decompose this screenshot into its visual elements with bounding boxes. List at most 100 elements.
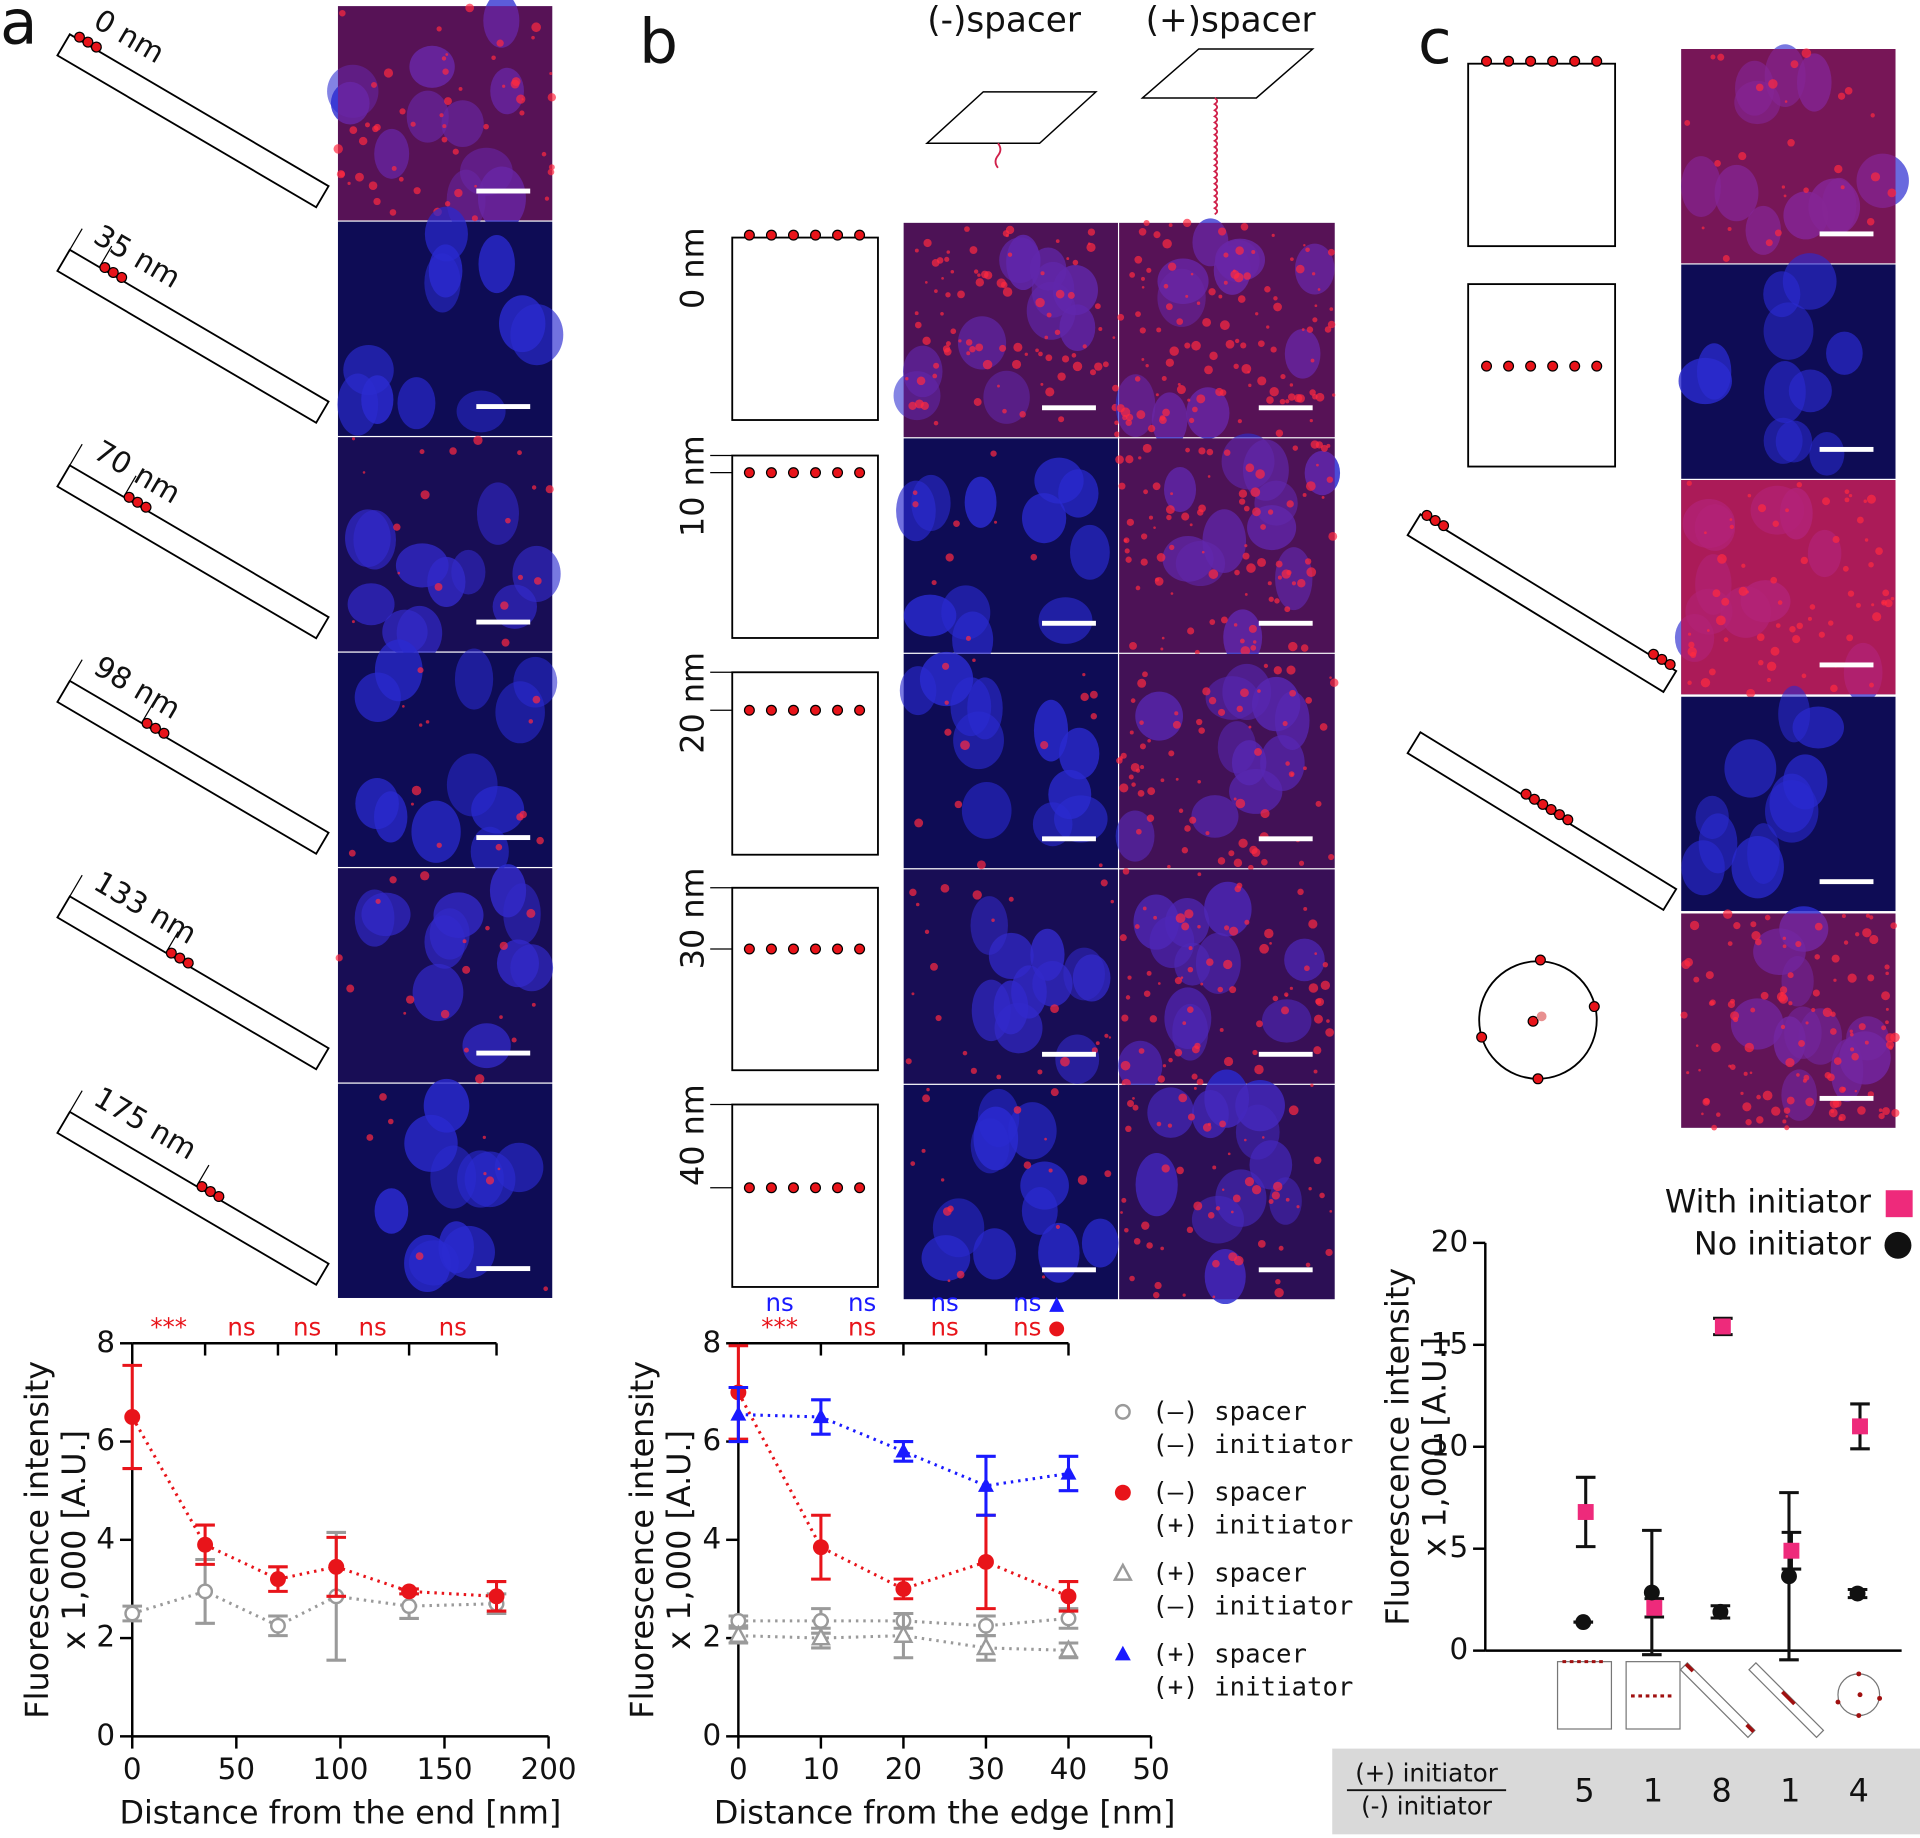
red-spot — [547, 93, 557, 102]
red-spot — [1777, 600, 1783, 605]
initiator-dot — [1525, 55, 1537, 67]
red-spot — [1126, 518, 1134, 526]
red-spot — [915, 902, 920, 907]
ratio-denominator: (-) initiator — [1361, 1791, 1493, 1820]
red-spot — [1286, 500, 1294, 508]
red-spot — [547, 168, 555, 176]
marker — [1714, 1318, 1731, 1335]
red-spot — [1824, 1071, 1832, 1079]
nucleus — [950, 677, 992, 737]
nucleus — [374, 128, 410, 179]
micrograph — [337, 639, 558, 877]
red-spot — [1140, 558, 1148, 566]
offset-line — [69, 874, 83, 897]
red-spot — [983, 271, 993, 280]
red-spot — [1772, 520, 1779, 527]
marker — [978, 1553, 994, 1570]
red-spot — [1241, 363, 1252, 374]
red-spot — [1114, 431, 1120, 438]
initiator-dot — [810, 1182, 822, 1194]
red-spot — [1266, 396, 1274, 404]
red-spot — [1205, 831, 1210, 836]
red-spot — [1169, 346, 1179, 356]
red-spot — [1733, 922, 1741, 930]
red-spot — [1310, 1083, 1314, 1087]
red-spot — [1756, 1094, 1761, 1100]
red-spot — [399, 108, 406, 115]
red-spot — [912, 501, 919, 508]
panel-letter: b — [639, 7, 678, 78]
micrograph — [903, 869, 1118, 1084]
red-spot — [1124, 1227, 1129, 1233]
red-spot — [419, 723, 423, 727]
nucleus — [1038, 1222, 1080, 1283]
red-spot — [485, 925, 490, 931]
rod — [1679, 1662, 1756, 1739]
nucleus — [973, 1228, 1017, 1280]
nucleus — [1164, 467, 1197, 513]
red-spot — [1129, 1275, 1135, 1282]
red-spot — [1094, 303, 1101, 310]
red-spot — [368, 181, 378, 190]
red-spot — [1115, 455, 1124, 464]
initiator-dot — [743, 704, 755, 716]
red-spot — [1867, 974, 1875, 982]
micrograph — [1118, 868, 1335, 1092]
red-spot — [1296, 1205, 1300, 1209]
red-spot — [1237, 419, 1242, 424]
red-spot — [1250, 487, 1261, 498]
red-spot — [1262, 1136, 1265, 1139]
red-spot — [1082, 673, 1086, 677]
initiator-dot — [832, 943, 844, 955]
red-spot — [1742, 1102, 1752, 1112]
scale-bar — [476, 835, 531, 841]
y-tick-label: 5 — [1449, 1530, 1468, 1564]
red-spot — [1857, 1106, 1866, 1115]
red-spot — [969, 345, 976, 353]
red-spot — [1872, 612, 1882, 622]
red-spot — [442, 124, 447, 129]
red-spot — [1766, 677, 1772, 683]
red-spot — [1055, 1224, 1061, 1229]
nucleus — [1157, 268, 1206, 327]
red-stain — [1681, 913, 1896, 1128]
red-spot — [1747, 493, 1752, 498]
marker — [1577, 1504, 1594, 1520]
red-spot — [1864, 1040, 1869, 1045]
red-spot — [1766, 661, 1777, 672]
significance-label: ns — [359, 1313, 387, 1342]
red-spot — [1220, 616, 1228, 624]
red-spot — [375, 898, 381, 904]
nucleus — [430, 1145, 477, 1209]
red-spot — [1834, 164, 1843, 174]
nucleus — [1033, 699, 1069, 762]
red-spot — [1716, 1112, 1721, 1117]
red-spot — [1248, 725, 1252, 729]
red-spot — [1145, 363, 1149, 368]
red-spot — [1319, 1192, 1325, 1199]
red-spot — [1196, 1078, 1204, 1086]
nucleus — [1809, 431, 1845, 476]
red-spot — [1149, 1015, 1158, 1023]
legend-label: (+) spacer (–) initiator — [1152, 1558, 1353, 1621]
rod — [1406, 513, 1678, 694]
red-spot — [1023, 1161, 1032, 1169]
red-spot — [923, 238, 932, 248]
red-spot — [1306, 567, 1317, 577]
marker — [1781, 1568, 1797, 1585]
red-spot — [1174, 711, 1179, 716]
red-spot — [1223, 252, 1229, 258]
red-spot — [965, 635, 972, 641]
red-spot — [922, 1094, 931, 1103]
red-spot — [1232, 269, 1236, 273]
red-spot — [1165, 303, 1173, 311]
column-label: (+)spacer — [1146, 1, 1317, 41]
red-spot — [1244, 544, 1248, 548]
red-spot — [1244, 1177, 1255, 1187]
red-spot — [914, 818, 924, 828]
red-spot — [1711, 1124, 1718, 1131]
nucleus — [483, 0, 520, 48]
red-spot — [1246, 563, 1256, 573]
red-spot — [1315, 998, 1322, 1005]
red-spot — [1260, 809, 1270, 819]
